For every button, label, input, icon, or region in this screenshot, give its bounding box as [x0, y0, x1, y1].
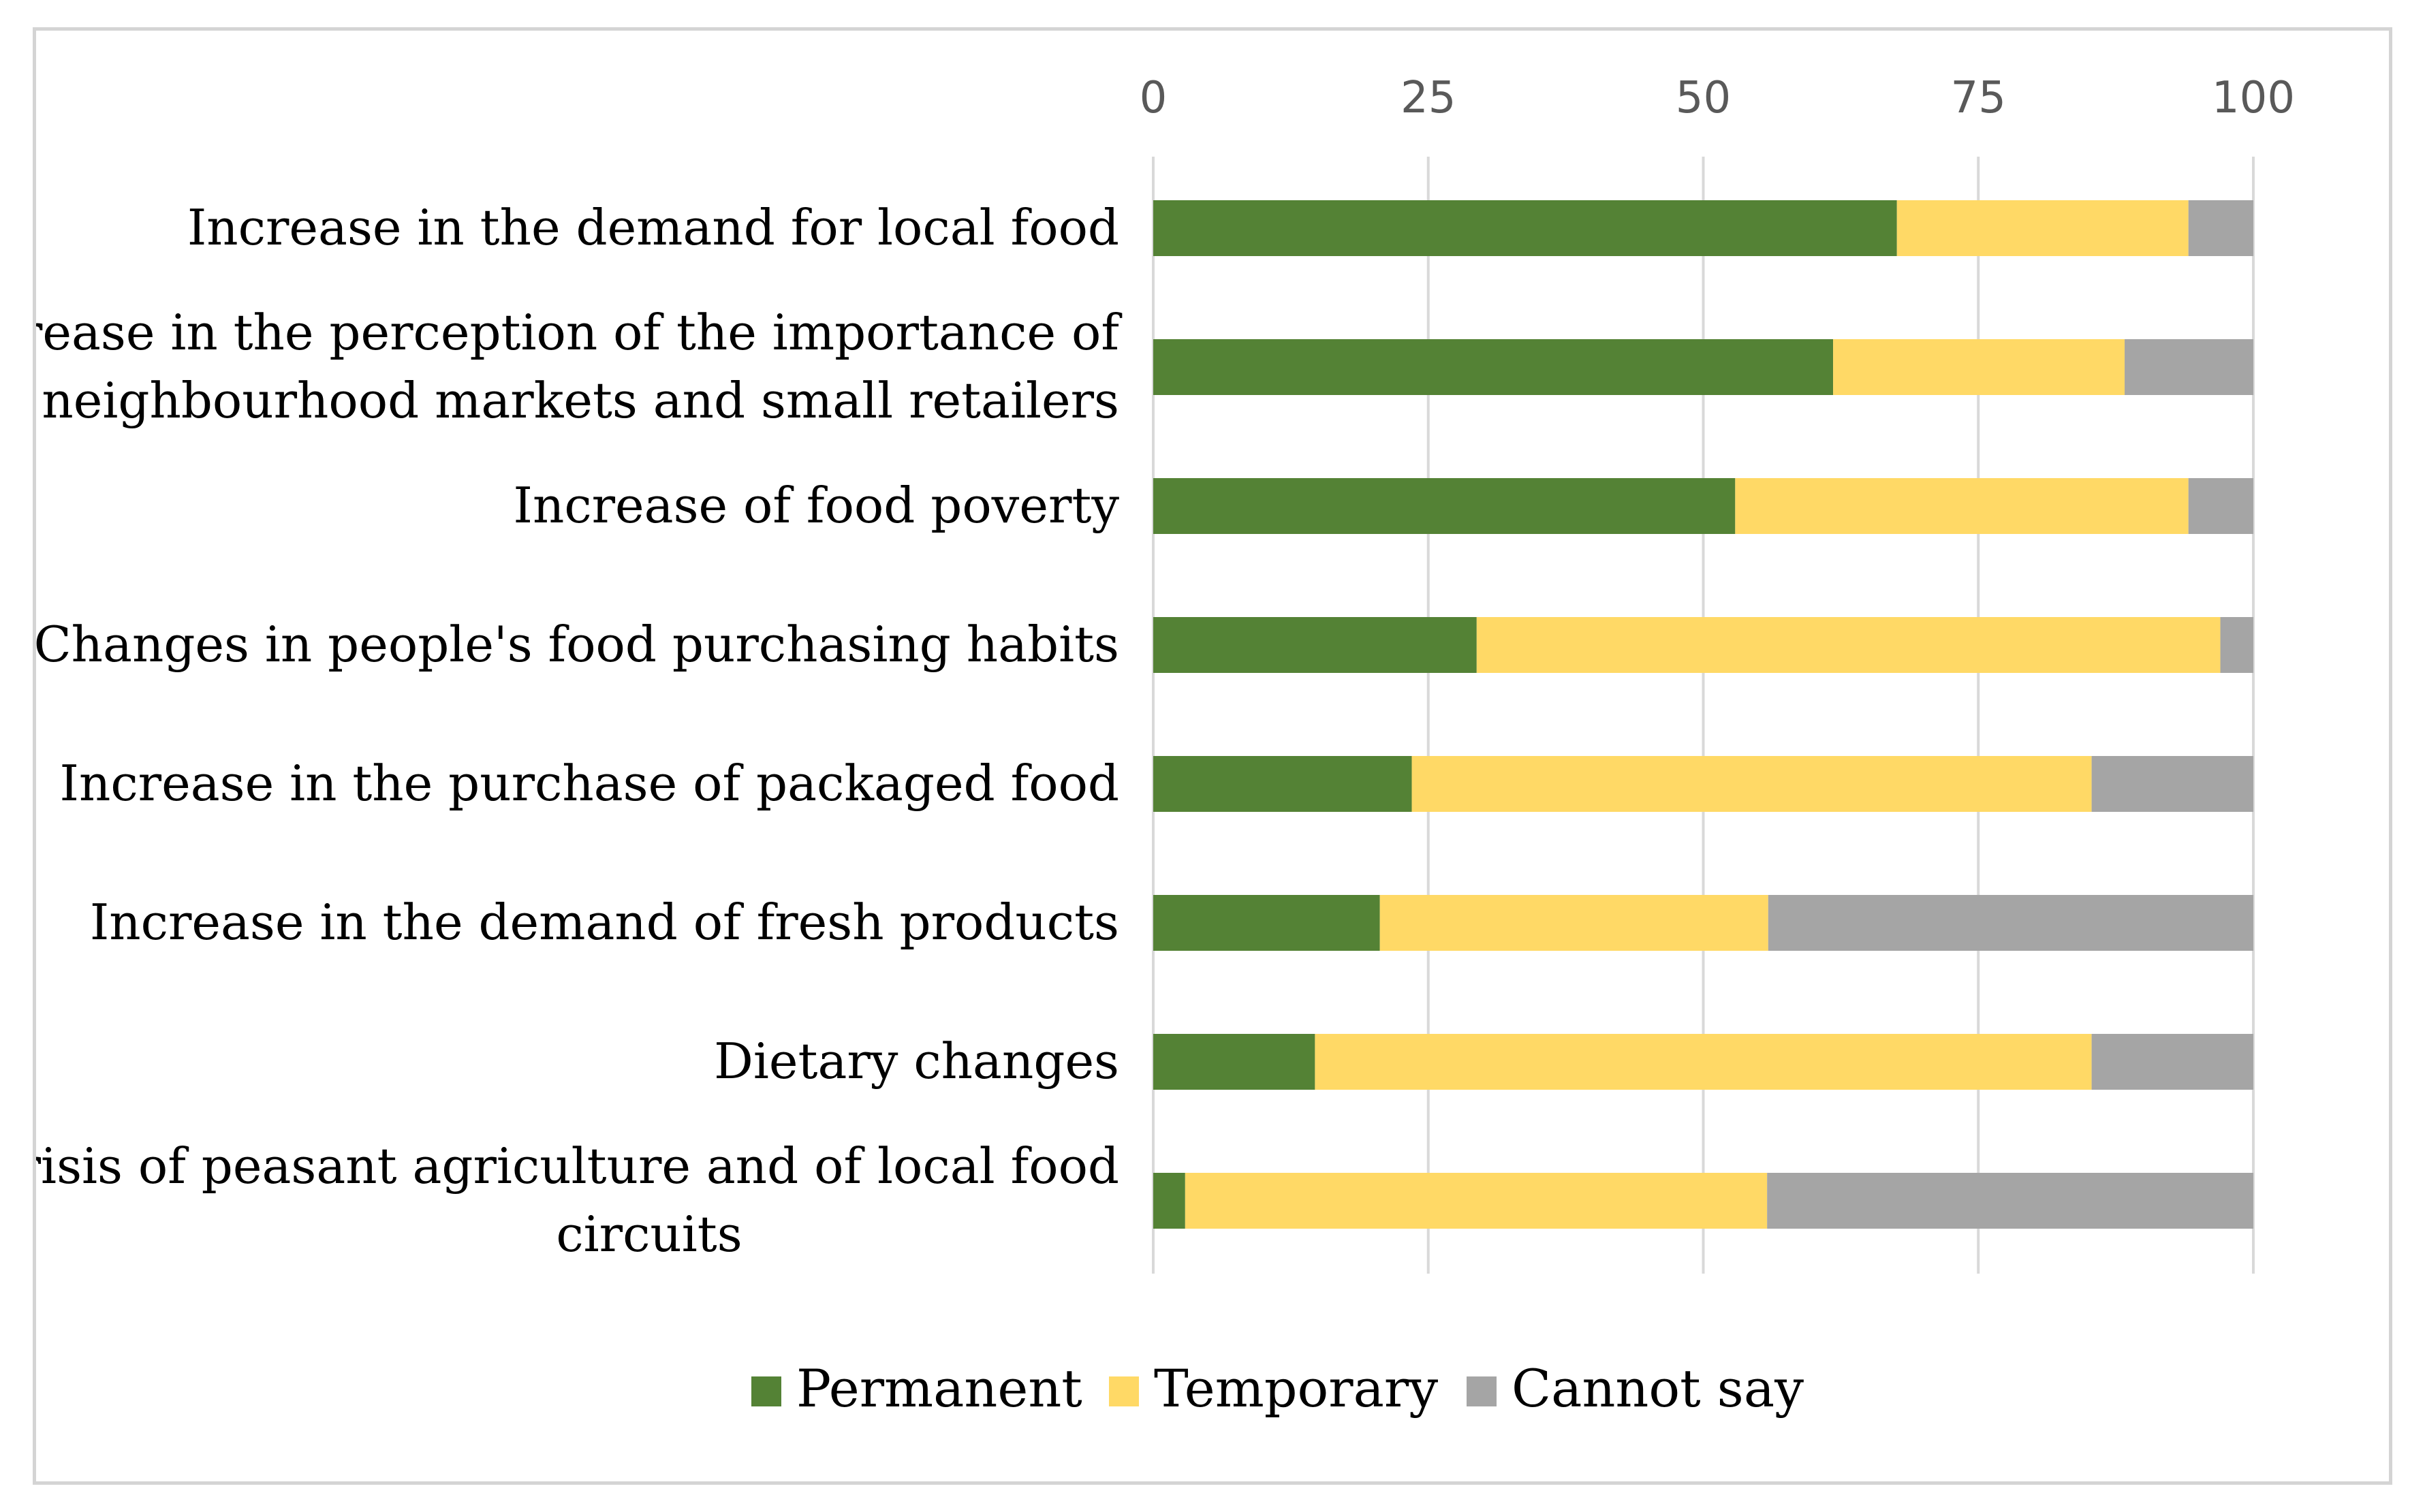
category-labels: Increase in the demand for local food Inc… [36, 199, 1122, 1263]
bar-permanent [1153, 617, 1477, 673]
bar-permanent [1153, 200, 1897, 256]
x-tick-label: 75 [1951, 73, 2006, 123]
gridlines [1152, 157, 2255, 1274]
bar-temporary [1315, 1034, 2092, 1090]
category-label: Increase in the purchase of packaged foo… [60, 755, 1119, 812]
category-label: Changes in people's food purchasing habi… [36, 616, 1119, 673]
legend: Permanent Temporary Cannot say [751, 1358, 1804, 1419]
category-label: Crisis of peasant agriculture and of loc… [36, 1137, 1119, 1263]
bar-permanent [1153, 756, 1412, 812]
x-tick-label: 100 [2212, 73, 2295, 123]
bar-temporary [1185, 1173, 1768, 1229]
bar-cannot-say [1767, 1173, 2253, 1229]
bar-temporary [1833, 339, 2125, 395]
x-tick-label: 50 [1676, 73, 1731, 123]
chart-frame: 0 25 50 75 100 Increase in the demand for lo… [33, 27, 2392, 1485]
bar-permanent [1153, 1034, 1315, 1090]
bar-cannot-say [2188, 478, 2253, 534]
x-tick-label: 25 [1401, 73, 1456, 123]
legend-swatch [751, 1376, 781, 1406]
category-label: Dietary changes [714, 1033, 1119, 1090]
bar-cannot-say [1768, 895, 2253, 951]
legend-swatch [1467, 1376, 1497, 1406]
category-label: Increase in the perception of the import… [36, 304, 1122, 429]
bar-cannot-say [2125, 339, 2253, 395]
x-axis-ticks: 0 25 50 75 100 [1140, 73, 2295, 123]
category-label: Increase in the demand of fresh products [90, 894, 1119, 951]
legend-label: Cannot say [1512, 1358, 1804, 1419]
legend-swatch [1109, 1376, 1139, 1406]
bar-temporary [1896, 200, 2189, 256]
bar-temporary [1476, 617, 2221, 673]
bar-permanent [1153, 895, 1380, 951]
bar-permanent [1153, 478, 1736, 534]
bar-temporary [1735, 478, 2189, 534]
bar-permanent [1153, 1173, 1185, 1229]
bar-cannot-say [2220, 617, 2253, 673]
bar-temporary [1379, 895, 1768, 951]
category-label: Increase in the demand for local food [187, 199, 1119, 256]
bar-temporary [1411, 756, 2092, 812]
bar-cannot-say [2091, 756, 2253, 812]
bars [1153, 200, 2253, 1229]
x-tick-label: 0 [1140, 73, 1168, 123]
bar-cannot-say [2188, 200, 2253, 256]
legend-label: Temporary [1154, 1358, 1438, 1419]
bar-permanent [1153, 339, 1834, 395]
stacked-bar-chart: 0 25 50 75 100 Increase in the demand for lo… [36, 73, 2295, 1419]
category-label: Increase of food poverty [514, 477, 1120, 534]
bar-cannot-say [2091, 1034, 2253, 1090]
legend-label: Permanent [796, 1358, 1082, 1419]
